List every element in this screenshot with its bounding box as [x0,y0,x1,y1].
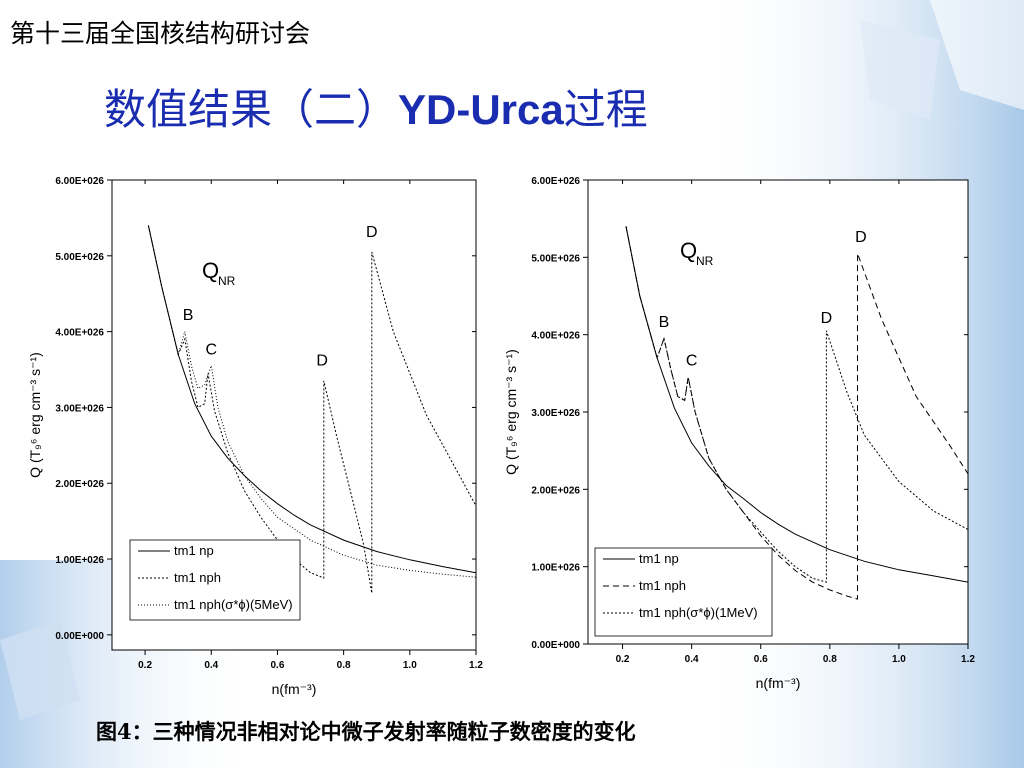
y-tick-label: 6.00E+026 [531,176,580,187]
x-tick-label: 1.2 [961,654,975,665]
x-tick-label: 0.8 [337,660,351,671]
y-axis-label: Q (T₉⁶ erg cm⁻³ s⁻¹) [27,352,43,478]
legend: tm1 np tm1 nph tm1 nph(σ*ϕ)(5MeV) [129,539,301,621]
legend-label: tm1 np [639,551,679,566]
point-label: B [659,314,670,331]
x-tick-label: 0.4 [204,660,218,671]
y-tick-label: 4.00E+026 [55,328,104,339]
legend-label: tm1 nph [174,570,221,585]
legend: tm1 np tm1 nph tm1 nph(σ*ϕ)(1MeV) [594,547,773,637]
x-tick-label: 1.0 [403,660,417,671]
y-tick-label: 3.00E+026 [55,403,104,414]
point-label: D [366,224,378,241]
y-tick-label: 1.00E+026 [55,555,104,566]
x-tick-label: 0.2 [138,660,152,671]
y-tick-label: 2.00E+026 [531,485,580,496]
y-tick-label: 5.00E+026 [531,253,580,264]
y-tick-label: 4.00E+026 [531,331,580,342]
legend-label: tm1 nph [639,578,686,593]
y-axis-label: Q (T₉⁶ erg cm⁻³ s⁻¹) [503,349,519,475]
point-label: C [205,341,217,358]
point-label: D [316,353,328,370]
series-line-3 [625,226,968,583]
point-label: C [686,353,698,370]
x-axis-label: n(fm⁻³) [272,681,317,697]
x-tick-label: 1.0 [892,654,906,665]
y-tick-label: 2.00E+026 [55,479,104,490]
point-label: D [855,229,867,246]
x-tick-label: 0.8 [823,654,837,665]
series-line-1 [625,226,968,583]
series-line-1 [147,225,476,574]
legend-label: tm1 nph(σ*ϕ)(1MeV) [639,605,758,620]
chart-1: 0.2 0.4 0.6 0.8 1.0 1.2 0.00E+000 1.00E+026 2.00… [27,176,483,697]
q-nr-annotation: Q [680,238,697,263]
point-label: B [183,307,194,324]
y-tick-label: 5.00E+026 [55,252,104,263]
x-tick-label: 0.4 [685,654,699,665]
y-tick-label: 6.00E+026 [55,176,104,187]
q-nr-annotation: Q [202,258,219,283]
legend-label: tm1 np [174,543,214,558]
y-tick-label: 0.00E+000 [55,631,104,642]
x-tick-label: 0.6 [271,660,285,671]
conference-name: 第十三届全国核结构研讨会 [10,19,311,48]
x-tick-label: 0.6 [754,654,768,665]
chart-2: 0.2 0.4 0.6 0.8 1.0 1.2 0.00E+000 1.00E+026 2.00… [503,176,975,691]
slide-title: 数值结果（二）YD-Urca过程 [104,85,648,134]
q-nr-subscript: NR [696,254,714,268]
series-line-3 [147,225,476,578]
legend-label: tm1 nph(σ*ϕ)(5MeV) [174,597,293,612]
point-label: D [821,310,833,327]
q-nr-subscript: NR [218,274,236,288]
y-tick-label: 0.00E+000 [531,640,580,651]
y-tick-label: 1.00E+026 [531,563,580,574]
series-line-2 [625,226,968,600]
y-tick-label: 3.00E+026 [531,408,580,419]
x-tick-label: 1.2 [469,660,483,671]
x-axis-label: n(fm⁻³) [756,675,801,691]
figure-caption: 图4：三种情况非相对论中微子发射率随粒子数密度的变化 [96,719,636,744]
x-tick-label: 0.2 [616,654,630,665]
